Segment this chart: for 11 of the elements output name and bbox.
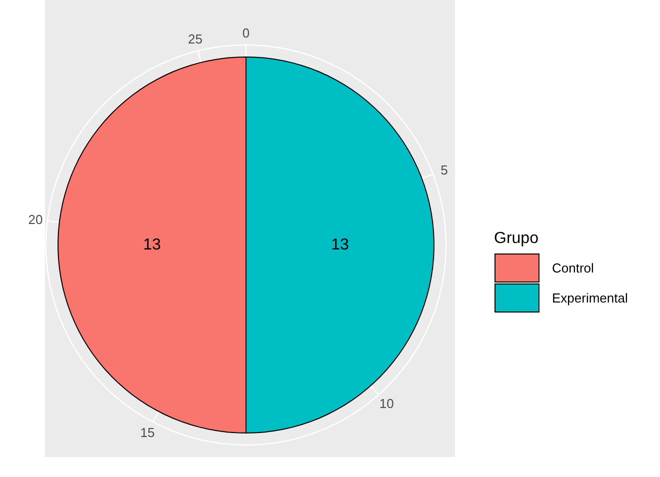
- text: 10: [379, 396, 394, 412]
- legend-label: Control: [552, 260, 594, 276]
- text: 15: [140, 425, 155, 440]
- text: 0: [242, 26, 250, 40]
- legend-title: Grupo: [494, 230, 539, 247]
- text: 20: [28, 212, 43, 227]
- data-label: 13: [331, 236, 349, 254]
- data-label: 13: [143, 236, 161, 254]
- legend-label: Experimental: [552, 290, 628, 306]
- text: 5: [440, 162, 448, 178]
- text: 25: [188, 32, 202, 47]
